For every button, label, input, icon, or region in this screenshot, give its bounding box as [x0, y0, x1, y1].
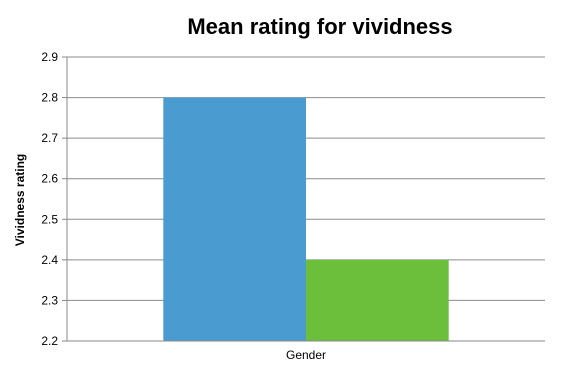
y-tick-label: 2.3: [41, 293, 58, 307]
y-axis-label: Vividness rating: [13, 154, 27, 246]
x-category-label: Gender: [286, 348, 326, 362]
y-tick-label: 2.6: [41, 172, 58, 186]
y-tick-label: 2.4: [41, 253, 58, 267]
y-tick-label: 2.7: [41, 131, 58, 145]
x-axis-categories: Gender: [286, 348, 326, 362]
y-axis-ticks: 2.2 2.3 2.4 2.5 2.6 2.7 2.8 2.9: [41, 50, 67, 348]
y-tick-label: 2.8: [41, 91, 58, 105]
y-tick-label: 2.9: [41, 50, 58, 64]
bars: [163, 97, 449, 341]
chart-title: Mean rating for vividness: [187, 14, 452, 39]
bar: [163, 97, 306, 341]
y-tick-label: 2.5: [41, 212, 58, 226]
y-tick-label: 2.2: [41, 334, 58, 348]
bar: [306, 259, 449, 341]
